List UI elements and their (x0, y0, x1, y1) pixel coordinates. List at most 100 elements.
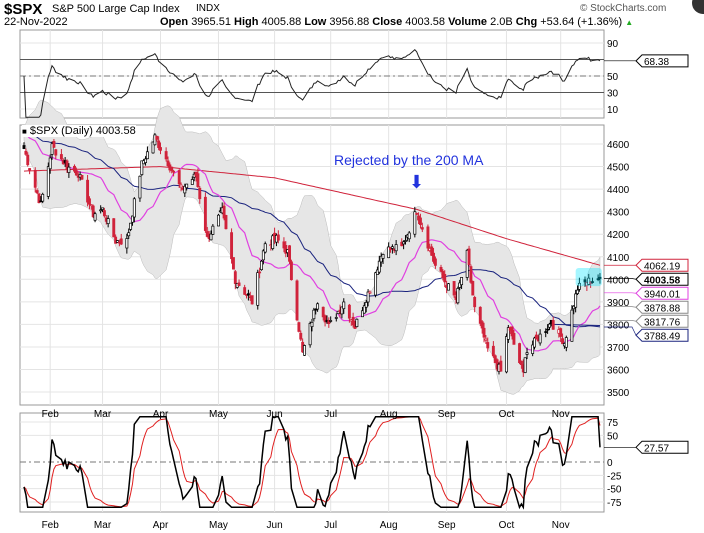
candle (377, 260, 381, 273)
candle (314, 308, 318, 311)
month-label: Jun (267, 409, 283, 420)
candle (106, 218, 110, 224)
candle (394, 244, 398, 252)
candle (74, 170, 78, 176)
rsi-tick-label: 30 (607, 89, 619, 100)
candle (379, 255, 383, 263)
candle (164, 151, 168, 160)
logo-icon (692, 0, 704, 14)
rsi-last-label: 68.38 (644, 57, 669, 68)
candle (430, 246, 434, 256)
candle (381, 254, 385, 259)
candle (493, 355, 497, 363)
candle (153, 134, 157, 146)
candle (99, 209, 103, 212)
candle (559, 328, 563, 337)
month-label: Oct (499, 520, 515, 531)
legend-candle-icon: ■ (22, 127, 27, 136)
rsi-tick-label: 90 (607, 39, 619, 50)
candle (404, 240, 407, 242)
candle (145, 151, 149, 160)
candle (486, 342, 490, 349)
rsi-tick-label: 10 (607, 105, 619, 116)
price-tick-label: 3800 (607, 320, 630, 331)
price-tick-label: 3600 (607, 366, 630, 377)
candle (166, 160, 170, 167)
candle (129, 222, 133, 230)
candle (170, 166, 174, 171)
chg-label: Chg (515, 16, 538, 28)
candle (222, 205, 226, 219)
candle (368, 291, 372, 294)
candle (327, 320, 331, 325)
candle (52, 140, 56, 148)
candle (80, 174, 84, 180)
month-label: May (209, 409, 228, 420)
candle (342, 301, 346, 310)
candle (102, 210, 106, 217)
candle (144, 158, 147, 163)
osc-last-label: 27.57 (644, 443, 669, 454)
month-label: Sep (438, 409, 456, 420)
candle (362, 305, 366, 314)
candle (519, 360, 523, 365)
candle (458, 282, 462, 288)
month-label: Aug (380, 409, 398, 420)
candle (426, 226, 430, 249)
candle (295, 280, 299, 321)
candle (478, 306, 482, 324)
month-label: Aug (380, 520, 398, 531)
candle (347, 304, 351, 319)
candle (271, 235, 275, 249)
candle (196, 173, 200, 187)
month-label: May (209, 520, 228, 531)
price-tick-label: 4500 (607, 163, 630, 174)
price-label: 3940.01 (644, 289, 681, 300)
low-label: Low (304, 16, 327, 28)
candle (351, 316, 355, 326)
ma200-line (23, 166, 601, 266)
candle (67, 166, 71, 173)
price-label: 3878.88 (644, 303, 681, 314)
candle (402, 241, 406, 245)
price-tick-label: 3700 (607, 343, 630, 354)
price-tick-label: 4200 (607, 230, 630, 241)
candle (473, 297, 477, 308)
candle (443, 273, 447, 283)
candle (523, 357, 527, 373)
candle (183, 185, 187, 194)
candle (289, 261, 293, 281)
candle (484, 338, 488, 341)
candle (24, 150, 28, 155)
rsi-tick-label: 50 (607, 72, 619, 83)
candle (217, 214, 220, 227)
candle (310, 321, 314, 327)
candle (127, 232, 131, 237)
candle (491, 345, 495, 357)
candle (432, 252, 435, 262)
candle (26, 154, 30, 166)
month-label: Sep (438, 520, 456, 531)
candle (340, 306, 344, 315)
up-arrow-icon: ▲ (625, 18, 634, 27)
price-tick-label: 4100 (607, 253, 630, 264)
index-name: S&P 500 Large Cap Index (52, 3, 180, 15)
candle (312, 309, 316, 320)
candle (334, 317, 338, 319)
candle (261, 250, 265, 261)
candle (73, 165, 76, 172)
candle (433, 258, 437, 266)
ma20-line (23, 132, 601, 352)
candle (59, 154, 63, 160)
candle (598, 276, 602, 279)
candle (48, 157, 52, 170)
candle (224, 215, 228, 230)
candle (157, 140, 161, 148)
price-label: 4062.19 (644, 261, 681, 272)
price-title: $SPX (Daily) 4003.58 (29, 125, 136, 137)
price-tick-label: 4000 (607, 275, 630, 286)
candle (574, 293, 578, 308)
candle (198, 187, 202, 200)
candle (22, 145, 26, 149)
month-label: Jun (267, 520, 283, 531)
